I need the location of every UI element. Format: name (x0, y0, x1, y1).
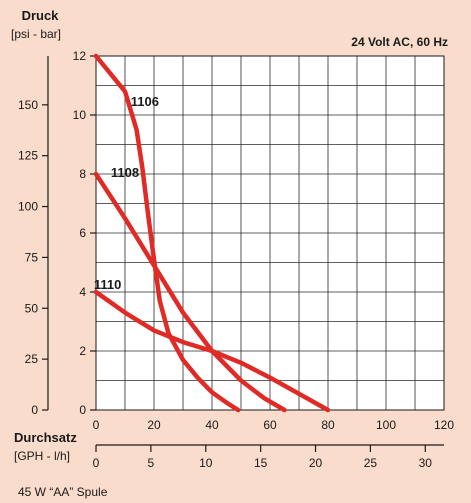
lh-tick-label: 0 (93, 418, 100, 432)
series-label-1108: 1108 (111, 165, 139, 180)
series-line-1110 (93, 289, 331, 413)
gph-tick-label: 10 (199, 456, 213, 470)
chart-labels: 1106 1108 1110 (94, 94, 159, 292)
gph-tick-label: 25 (364, 456, 378, 470)
bar-tick-label: 8 (79, 167, 86, 181)
series-label-1106: 1106 (131, 94, 159, 109)
psi-tick-label: 50 (25, 301, 39, 315)
bar-tick-label: 6 (79, 226, 86, 240)
psi-tick-label: 150 (18, 98, 38, 112)
y-axis-title: Druck (22, 8, 60, 23)
psi-tick-label: 125 (18, 149, 38, 163)
lh-tick-label: 20 (147, 418, 161, 432)
psi-tick-label: 25 (25, 352, 39, 366)
x-axis-units: [GPH - l/h] (14, 449, 70, 463)
plot-grid (95, 55, 445, 411)
gph-tick-label: 0 (93, 456, 100, 470)
bar-tick-label: 12 (73, 49, 87, 63)
psi-tick-label: 0 (31, 403, 38, 417)
series-label-1110: 1110 (94, 277, 122, 292)
y-axis-units: [psi - bar] (11, 27, 61, 41)
series-line-1108 (93, 171, 287, 413)
series-lines (93, 53, 331, 413)
coil-footnote: 45 W “AA” Spule (18, 485, 108, 499)
lh-tick-label: 100 (376, 418, 396, 432)
gph-tick-label: 5 (148, 456, 155, 470)
lh-tick-label: 80 (321, 418, 335, 432)
psi-tick-label: 100 (18, 200, 38, 214)
bar-tick-label: 4 (79, 285, 86, 299)
series-line-1106 (93, 53, 241, 413)
lh-tick-label: 120 (434, 418, 454, 432)
gph-tick-label: 15 (254, 456, 268, 470)
condition-label: 24 Volt AC, 60 Hz (351, 35, 448, 49)
bar-tick-label: 0 (79, 403, 86, 417)
gph-tick-label: 20 (309, 456, 323, 470)
bar-tick-label: 2 (79, 344, 86, 358)
lh-tick-label: 40 (205, 418, 219, 432)
x-axis-title: Durchsatz (14, 430, 77, 445)
bar-tick-label: 10 (73, 108, 87, 122)
psi-tick-label: 75 (25, 250, 39, 264)
gph-tick-label: 30 (419, 456, 433, 470)
lh-tick-label: 60 (263, 418, 277, 432)
